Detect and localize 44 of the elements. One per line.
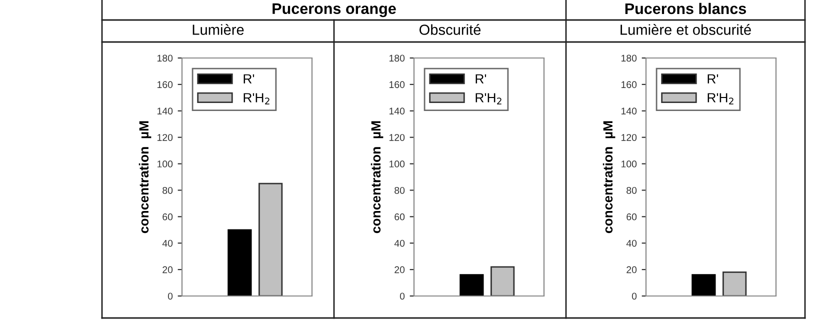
y-tick-label: 60 bbox=[162, 213, 173, 220]
y-tick-label: 80 bbox=[626, 186, 637, 194]
legend-label: R'H$_{2}$ bbox=[476, 93, 502, 104]
y-tick-label: 60 bbox=[394, 213, 405, 220]
y-tick-label: 20 bbox=[162, 266, 173, 274]
y-tick-label: 120 bbox=[157, 134, 173, 141]
y-tick-label: 40 bbox=[626, 240, 637, 247]
y-axis-title: concentration µM bbox=[602, 121, 616, 234]
y-tick-label: 0 bbox=[400, 292, 405, 300]
legend-label: R' bbox=[708, 74, 718, 84]
y-tick-label: 100 bbox=[157, 160, 173, 168]
y-axis-title: concentration µM bbox=[138, 121, 152, 234]
y-tick-label: 160 bbox=[157, 81, 173, 88]
legend-label: R'H$_{2}$ bbox=[708, 93, 734, 104]
y-axis-title: concentration µM bbox=[370, 121, 384, 234]
y-tick-label: 20 bbox=[626, 266, 637, 274]
y-tick-label: 40 bbox=[394, 240, 405, 247]
y-tick-label: 100 bbox=[389, 160, 405, 168]
y-tick-label: 100 bbox=[621, 160, 637, 168]
y-tick-label: 180 bbox=[389, 54, 405, 62]
legend-label: R'H$_{2}$ bbox=[244, 93, 270, 104]
chart-title: Lumière bbox=[192, 24, 244, 35]
y-tick-label: 140 bbox=[157, 108, 173, 115]
y-tick-label: 60 bbox=[626, 213, 637, 220]
chart-title: Obscurité bbox=[419, 24, 481, 35]
chart-title: Lumière et obscurité bbox=[620, 24, 751, 35]
y-tick-label: 0 bbox=[168, 292, 173, 300]
y-tick-label: 160 bbox=[389, 81, 405, 88]
y-tick-label: 20 bbox=[394, 266, 405, 274]
y-tick-label: 0 bbox=[632, 292, 637, 300]
text: Pucerons orange bbox=[272, 3, 396, 18]
y-tick-label: 120 bbox=[621, 134, 637, 141]
y-tick-label: 40 bbox=[162, 240, 173, 247]
y-tick-label: 120 bbox=[389, 134, 405, 141]
y-tick-label: 140 bbox=[389, 108, 405, 115]
y-tick-label: 140 bbox=[621, 108, 637, 115]
y-tick-label: 180 bbox=[621, 54, 637, 62]
y-tick-label: 160 bbox=[621, 81, 637, 88]
y-tick-label: 80 bbox=[162, 186, 173, 194]
y-tick-label: 180 bbox=[157, 54, 173, 62]
legend-label: R' bbox=[244, 74, 254, 84]
legend-label: R' bbox=[476, 74, 486, 84]
y-tick-label: 80 bbox=[394, 186, 405, 194]
chart-subtitle: Pucerons blancs bbox=[625, 2, 746, 14]
